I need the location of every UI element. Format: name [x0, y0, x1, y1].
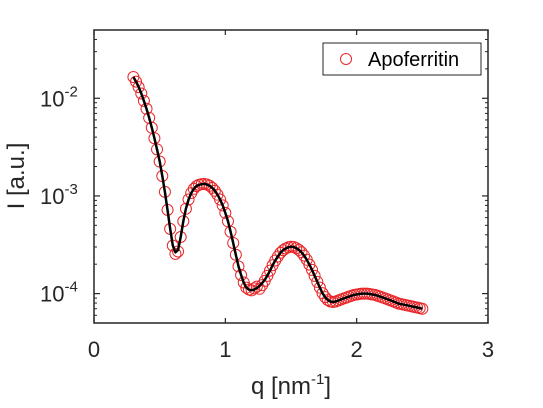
legend: Apoferritin	[322, 42, 482, 76]
x-tick-label: 2	[351, 337, 363, 362]
x-axis-title: q [nm-1]	[251, 371, 331, 400]
data-point	[250, 280, 263, 293]
data-point	[235, 269, 248, 282]
data-marks	[127, 71, 429, 315]
data-point	[216, 199, 229, 212]
data-point	[169, 247, 182, 260]
data-point	[313, 281, 326, 294]
fit-line	[132, 76, 423, 310]
y-tick-label: 10-4	[40, 279, 78, 307]
plot-frame	[93, 29, 489, 324]
data-point	[416, 302, 429, 315]
y-tick-label: 10-2	[40, 83, 78, 111]
data-point	[311, 275, 324, 288]
y-axis-title: I [a.u.]	[3, 143, 30, 210]
data-point	[308, 269, 321, 282]
data-point	[224, 225, 237, 238]
data-point	[208, 184, 221, 197]
data-point	[263, 264, 276, 277]
x-tick-label: 3	[482, 337, 494, 362]
legend-label-apoferritin: Apoferritin	[368, 49, 459, 71]
y-tick-label: 10-3	[40, 181, 78, 209]
data-point	[214, 193, 227, 206]
legend-marker-apoferritin	[340, 53, 352, 65]
axes: 0 1 2 3 10-4 10-3 10-2	[40, 29, 494, 362]
x-tick-label: 1	[219, 337, 231, 362]
data-point	[140, 102, 153, 115]
data-point	[219, 206, 232, 219]
data-point	[132, 81, 145, 94]
legend-box	[322, 42, 482, 76]
data-point	[137, 94, 150, 107]
data-point	[182, 193, 195, 206]
data-point	[306, 263, 319, 276]
data-point	[130, 75, 143, 88]
data-point	[135, 87, 148, 100]
x-tick-label: 0	[88, 337, 100, 362]
